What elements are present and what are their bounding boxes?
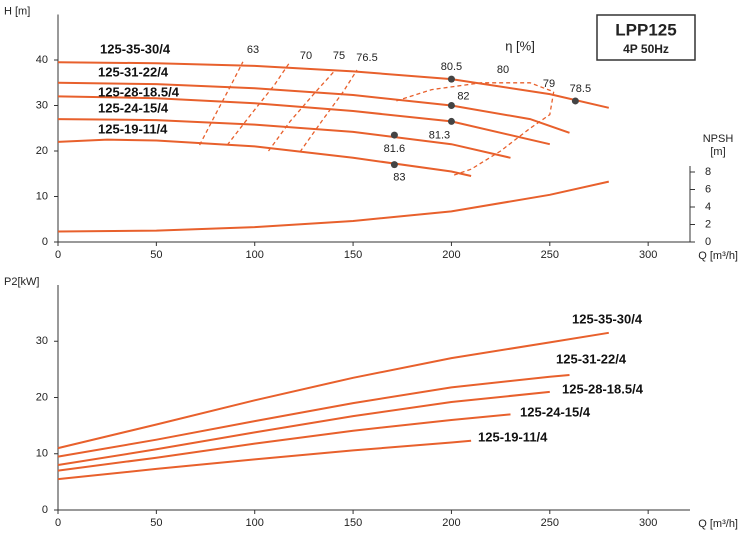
x-tick-label: 0 xyxy=(55,249,61,261)
y2-tick-label: 8 xyxy=(705,166,711,178)
series-label: 125-28-18.5/4 xyxy=(98,84,180,99)
duty-point xyxy=(571,97,579,105)
y-tick-label: 10 xyxy=(36,448,48,460)
duty-point-label: 83 xyxy=(393,172,405,184)
series-label: 125-24-15/4 xyxy=(98,100,169,115)
iso-efficiency-label: 75 xyxy=(333,50,345,62)
x-tick-label: 150 xyxy=(344,517,362,529)
x-tick-label: 50 xyxy=(150,249,162,261)
series-label: 125-31-22/4 xyxy=(98,64,169,79)
duty-point-label: 80.5 xyxy=(441,61,462,73)
duty-point xyxy=(390,131,398,139)
y-tick-label: 40 xyxy=(36,54,48,66)
duty-point xyxy=(390,161,398,169)
x-axis-label: Q [m³/h] xyxy=(698,250,738,262)
curve xyxy=(57,61,610,109)
y-tick-label: 20 xyxy=(36,391,48,403)
chart-title: LPP125 xyxy=(615,20,676,39)
efficiency-unit: η [%] xyxy=(505,38,535,53)
y-tick-label: 0 xyxy=(42,504,48,516)
y2-tick-label: 2 xyxy=(705,218,711,230)
y-tick-label: 20 xyxy=(36,145,48,157)
curve xyxy=(57,138,472,177)
curve xyxy=(57,81,570,134)
series-label: 125-35-30/4 xyxy=(572,311,643,326)
title-box xyxy=(596,14,696,61)
iso-efficiency-label: 76.5 xyxy=(356,52,377,64)
iso-efficiency-curve xyxy=(226,61,291,146)
duty-point xyxy=(447,75,455,83)
curve xyxy=(57,390,550,466)
iso-efficiency-curve xyxy=(451,91,555,177)
series-label: 125-28-18.5/4 xyxy=(562,381,644,396)
x-tick-label: 200 xyxy=(442,249,460,261)
duty-point xyxy=(447,117,455,125)
curve xyxy=(57,95,551,146)
series-label: 125-19-11/4 xyxy=(98,121,168,136)
curve xyxy=(57,439,472,481)
x-tick-label: 300 xyxy=(639,249,657,261)
iso-efficiency-curve xyxy=(199,61,244,146)
duty-point-label: 81.6 xyxy=(384,143,405,155)
iso-efficiency-label: 79 xyxy=(543,78,555,90)
y-axis-label: H [m] xyxy=(4,5,30,17)
curve xyxy=(57,374,570,458)
iso-efficiency-label: 63 xyxy=(247,44,259,56)
curve xyxy=(57,331,609,450)
duty-point-label: 82 xyxy=(457,90,469,102)
y2-tick-label: 4 xyxy=(705,201,711,213)
series-label: 125-19-11/4 xyxy=(478,429,548,444)
x-axis-label: Q [m³/h] xyxy=(698,518,738,530)
curve xyxy=(57,413,511,472)
y-tick-label: 30 xyxy=(36,335,48,347)
curve xyxy=(57,118,511,159)
x-tick-label: 50 xyxy=(150,517,162,529)
y2-tick-label: 0 xyxy=(705,236,711,248)
series-label: 125-31-22/4 xyxy=(556,351,627,366)
series-label: 125-24-15/4 xyxy=(520,404,591,419)
iso-efficiency-label: 70 xyxy=(300,50,312,62)
iso-efficiency-label: 80 xyxy=(497,64,509,76)
y2-axis-label: [m] xyxy=(710,146,725,158)
x-tick-label: 100 xyxy=(246,517,264,529)
chart-subtitle: 4P 50Hz xyxy=(623,42,669,56)
y-axis-label: P2[kW] xyxy=(4,276,39,288)
x-tick-label: 200 xyxy=(442,517,460,529)
y2-axis-label: NPSH xyxy=(703,133,734,145)
duty-point xyxy=(447,102,455,109)
x-tick-label: 150 xyxy=(344,249,362,261)
y2-tick-label: 6 xyxy=(705,183,711,195)
y-tick-label: 30 xyxy=(36,99,48,111)
series-label: 125-35-30/4 xyxy=(100,41,171,56)
duty-point-label: 78.5 xyxy=(570,83,591,95)
iso-efficiency-curve xyxy=(299,69,358,153)
x-tick-label: 300 xyxy=(639,517,657,529)
curve xyxy=(57,180,610,233)
x-tick-label: 0 xyxy=(55,517,61,529)
x-tick-label: 250 xyxy=(541,249,559,261)
duty-point-label: 81.3 xyxy=(429,129,450,141)
iso-efficiency-curve xyxy=(267,69,336,152)
x-tick-label: 100 xyxy=(246,249,264,261)
x-tick-label: 250 xyxy=(541,517,559,529)
y-tick-label: 0 xyxy=(42,236,48,248)
y-tick-label: 10 xyxy=(36,190,48,202)
iso-efficiency-curve xyxy=(396,82,554,102)
